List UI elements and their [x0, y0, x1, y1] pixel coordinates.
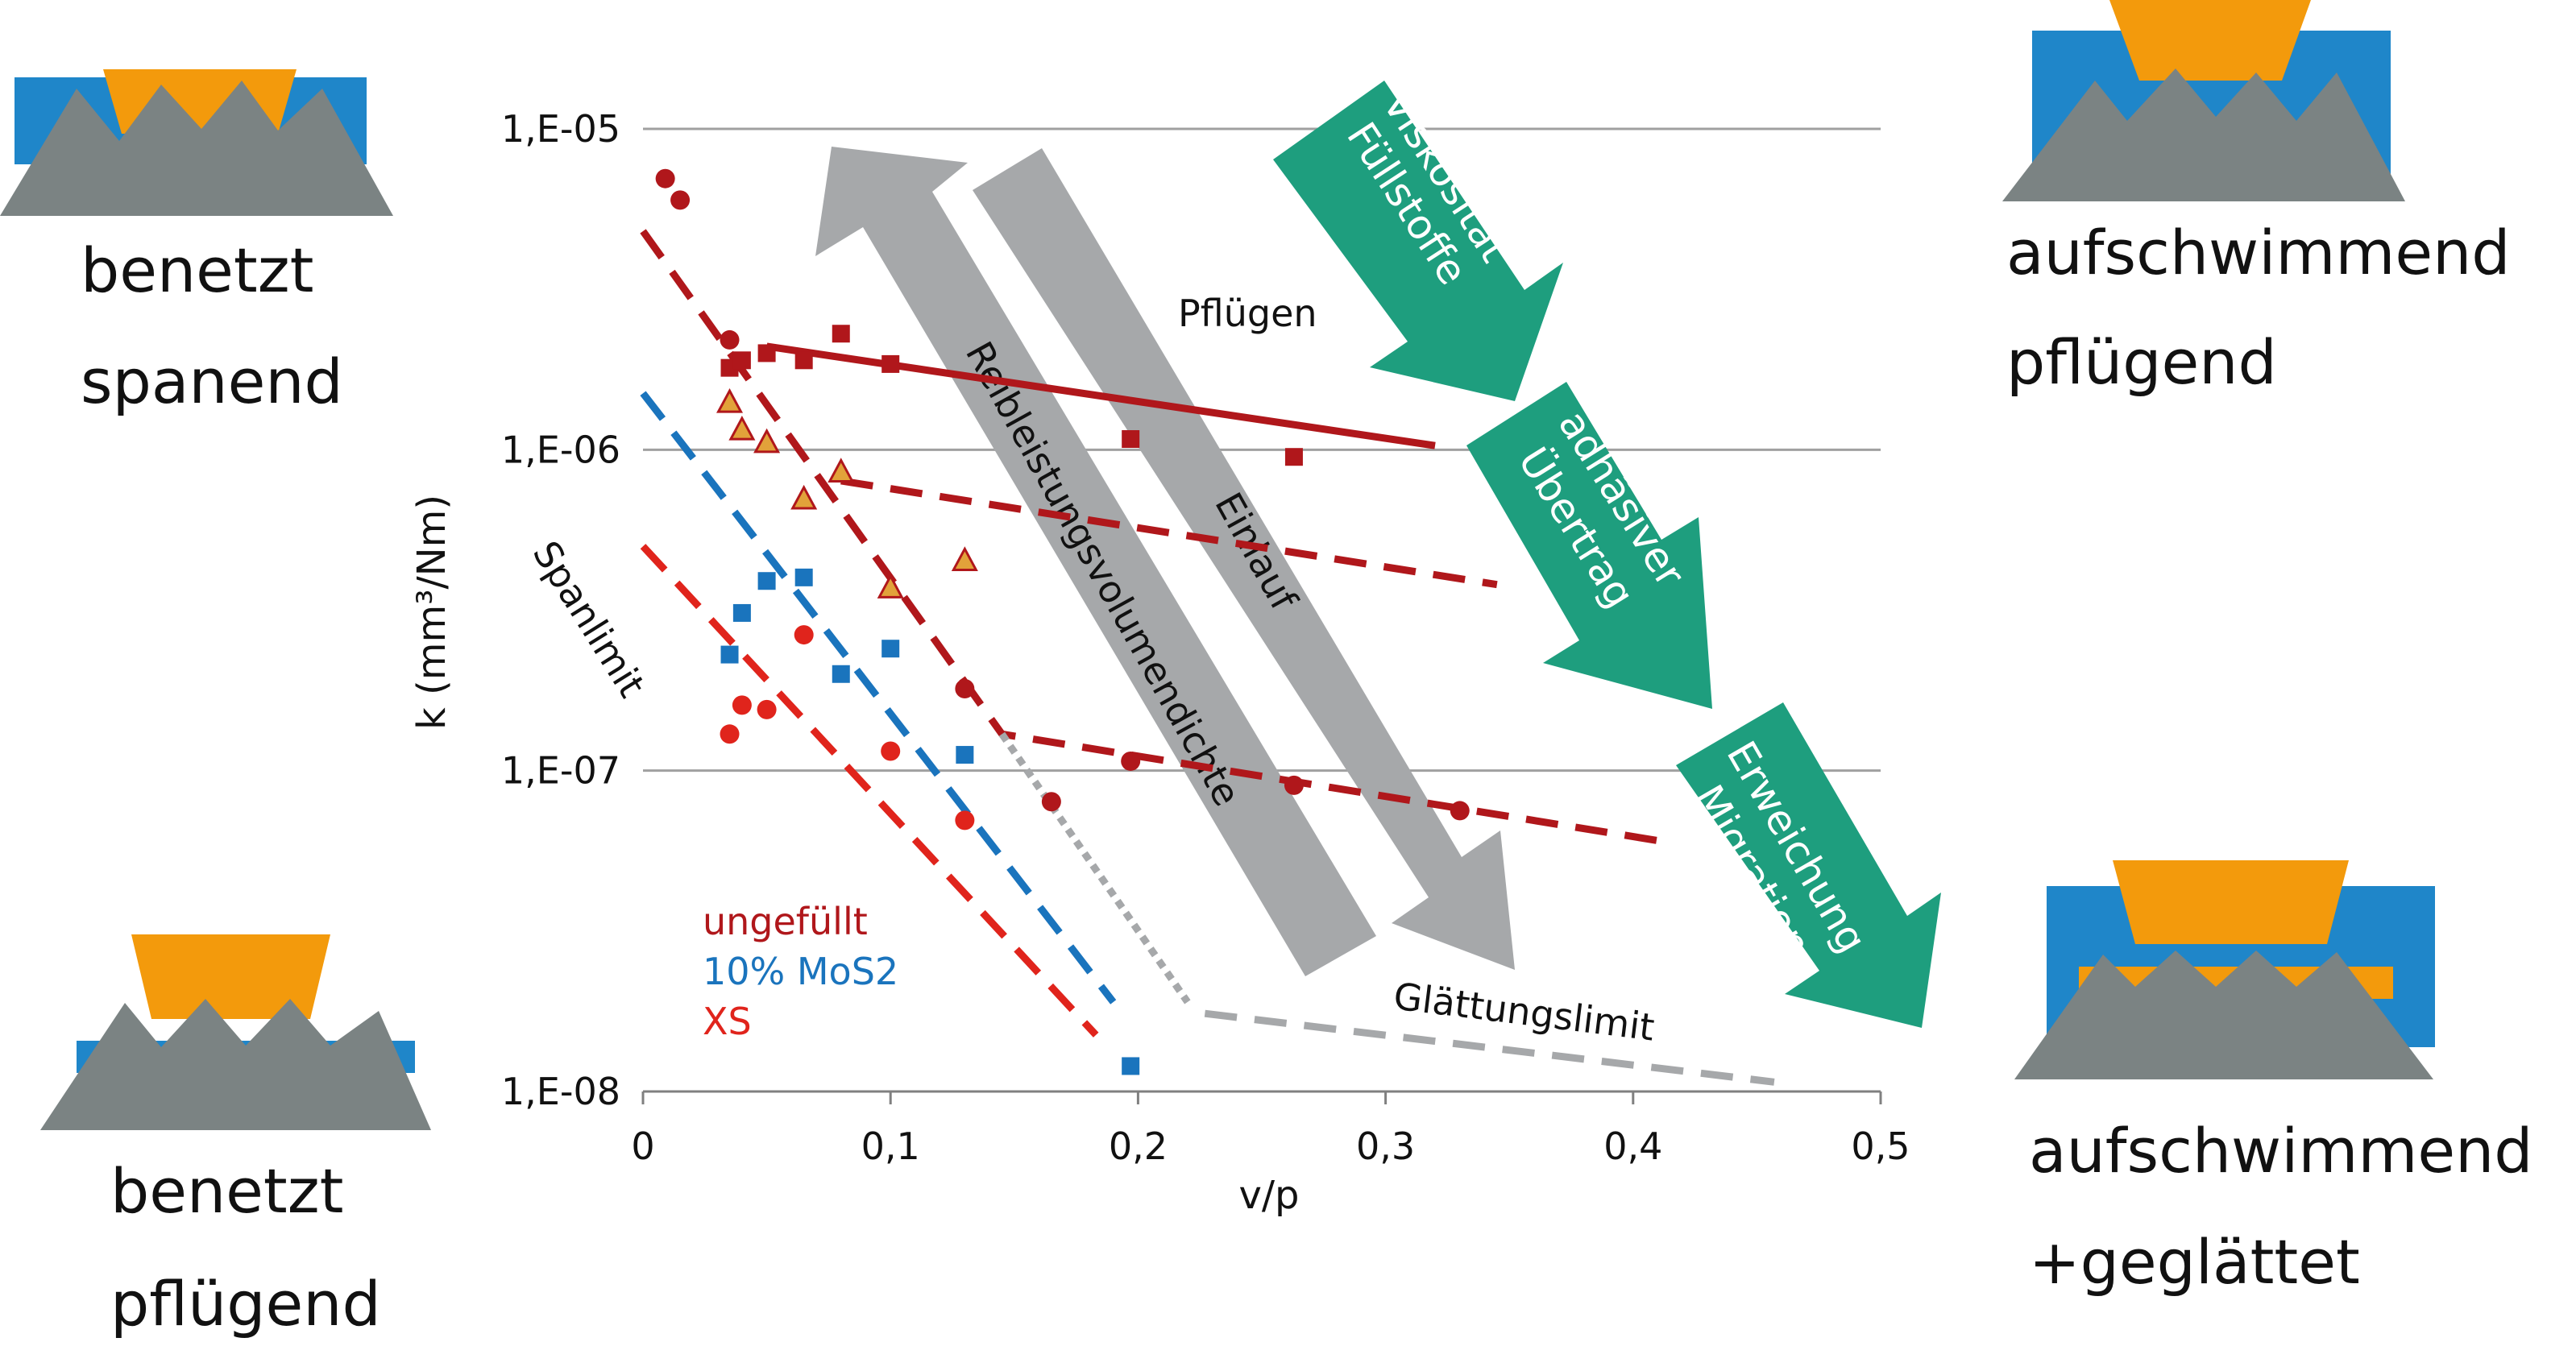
legend-item-xs: XS [703, 1000, 752, 1043]
data-point [720, 724, 740, 744]
data-point [956, 746, 974, 764]
data-point [757, 572, 776, 590]
green-arrow-erweichung: Erweichung Migration [1676, 702, 1941, 1028]
arrow-shape [1273, 81, 1563, 401]
orange-block [2113, 860, 2349, 944]
data-point [1450, 801, 1470, 821]
corner-label-tr-2: pflügend [2006, 326, 2277, 398]
grey-peaks [40, 999, 431, 1130]
data-point [728, 415, 756, 441]
y-tick-label: 1,E-05 [501, 107, 620, 151]
x-axis-title: v/p [1238, 1173, 1299, 1218]
arrow-shape [973, 148, 1515, 970]
data-point [732, 603, 751, 622]
orange-block [131, 934, 330, 1019]
trend-line [840, 477, 1498, 589]
data-point [1284, 448, 1303, 466]
y-tick-label: 1,E-06 [501, 428, 620, 471]
data-point [753, 428, 781, 454]
data-point [794, 625, 814, 645]
grey-peaks [2014, 951, 2433, 1079]
y-tick-label: 1,E-08 [501, 1070, 620, 1113]
trend-line [640, 391, 1117, 1004]
x-tick-label: 0,3 [1356, 1125, 1415, 1168]
data-point [1121, 751, 1141, 771]
data-point [732, 351, 751, 370]
corner-label-bl-1: benetzt [110, 1155, 343, 1227]
data-point [732, 695, 752, 715]
data-point [881, 741, 901, 761]
x-tick-label: 0,2 [1109, 1125, 1168, 1168]
x-tick-label: 0 [631, 1125, 654, 1168]
data-point [757, 699, 777, 719]
trend-line [640, 544, 1099, 1038]
legend: ungefüllt 10% MoS2 XS [703, 900, 898, 1043]
data-point [757, 344, 776, 362]
arrow-label-reibleistung: Reibleistungsvolumendichte [957, 334, 1249, 814]
data-point [832, 665, 850, 683]
data-point [794, 568, 813, 586]
data-point [832, 325, 850, 343]
x-axis: 0 0,1 0,2 0,3 0,4 0,5 [631, 1090, 1910, 1168]
y-axis: 1,E-05 1,E-06 1,E-07 1,E-08 [501, 107, 620, 1113]
corner-label-tr-1: aufschwimmend [2006, 217, 2511, 288]
corner-label-tl-1: benetzt [81, 234, 313, 306]
corner-label-br-2: +geglättet [2029, 1226, 2360, 1298]
schematic-top-left [0, 69, 393, 216]
data-point [720, 645, 739, 664]
orange-block [2109, 0, 2311, 81]
corner-label-br-1: aufschwimmend [2029, 1115, 2533, 1187]
data-point [881, 354, 900, 373]
arrow-shape [1676, 702, 1941, 1028]
grey-peaks [2002, 68, 2405, 201]
arrow-shape [1466, 382, 1712, 709]
x-tick-label: 0,4 [1603, 1125, 1662, 1168]
data-points [655, 168, 1470, 1075]
data-point [655, 168, 675, 188]
data-point [1122, 1057, 1140, 1075]
schematic-bottom-right [2014, 860, 2435, 1079]
trend-line [998, 731, 1191, 1004]
legend-item-mos2: 10% MoS2 [703, 950, 898, 993]
legend-item-ungefuellt: ungefüllt [703, 900, 868, 943]
y-axis-title: k (mm³/Nm) [409, 495, 454, 730]
data-point [828, 458, 855, 483]
data-point [877, 574, 904, 599]
x-tick-label: 0,1 [861, 1125, 920, 1168]
data-point [670, 190, 691, 210]
data-point [881, 640, 900, 658]
corner-label-bl-2: pflügend [110, 1268, 381, 1340]
schematic-top-right [2002, 0, 2405, 201]
data-point [955, 678, 975, 698]
annotation-pfluegen: Pflügen [1178, 292, 1317, 335]
data-point [720, 329, 740, 350]
x-tick-label: 0,5 [1851, 1125, 1910, 1168]
data-point [955, 810, 975, 830]
corner-label-tl-2: spanend [81, 346, 343, 417]
data-point [794, 351, 813, 370]
data-point [1122, 430, 1140, 449]
trend-lines [640, 229, 1775, 1086]
data-point [716, 387, 744, 413]
annotation-spanlimit: Spanlimit [525, 533, 654, 705]
trend-line [765, 342, 1436, 449]
data-point [1041, 792, 1061, 812]
y-tick-label: 1,E-07 [501, 749, 620, 793]
wear-rate-chart: 0 0,1 0,2 0,3 0,4 0,5 1,E-051,E-061,E-071,E-0… [409, 81, 1941, 1218]
trend-line [1204, 1009, 1775, 1086]
green-arrow-adhaesiv: adhäsiver Übertrag [1466, 382, 1712, 709]
data-point [1284, 775, 1304, 795]
grey-peaks [0, 81, 393, 216]
data-point [951, 546, 978, 571]
schematic-bottom-left [40, 934, 431, 1130]
data-point [790, 484, 818, 510]
